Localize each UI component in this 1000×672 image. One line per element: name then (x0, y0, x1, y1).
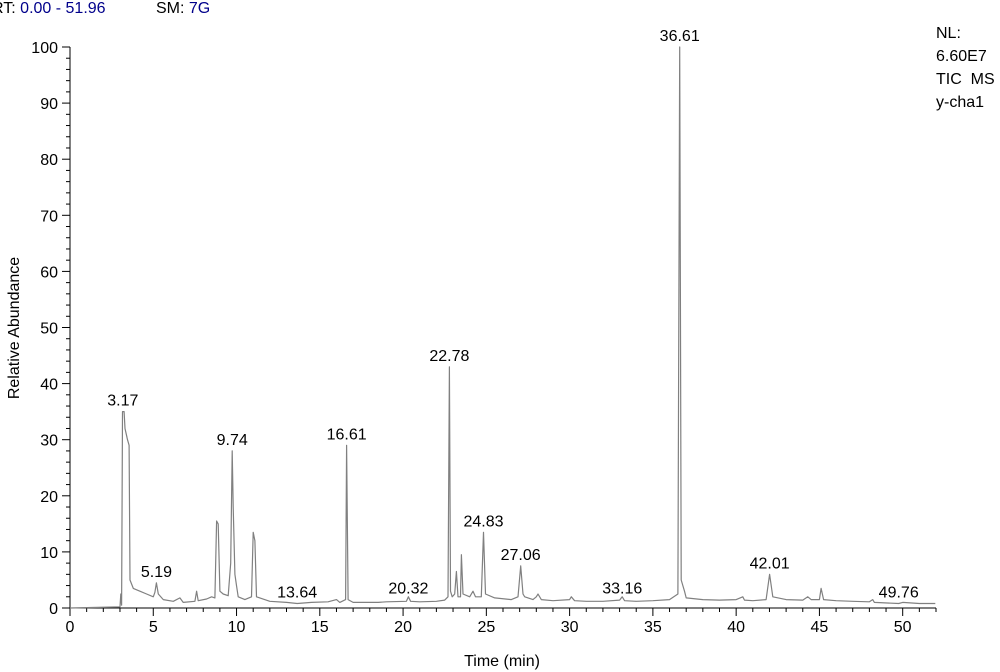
x-tick-label: 40 (727, 619, 745, 636)
sm-value: 7G (188, 0, 211, 17)
y-tick-label: 0 (49, 601, 58, 618)
tic-trace (69, 46, 936, 609)
peak-label: 5.19 (141, 564, 172, 581)
trace-layer (69, 46, 936, 609)
x-tick-label: 20 (394, 619, 412, 636)
axes: 0 5 10 15 20 25 30 35 40 45 50 0 10 20 30 40 50 60 70 80 90 1… (31, 40, 937, 636)
y-axis-label: Relative Abundance (6, 257, 23, 399)
peak-label: 13.64 (277, 585, 317, 602)
x-tick-label: 10 (228, 619, 246, 636)
peak-label: 27.06 (501, 547, 541, 564)
y-tick-label: 60 (40, 264, 58, 281)
y-tick-label: 100 (31, 40, 58, 57)
peak-label: 16.61 (327, 426, 367, 443)
y-tick-label: 40 (40, 377, 58, 394)
x-tick-label: 0 (66, 619, 75, 636)
y-tick-label: 70 (40, 208, 58, 225)
peak-label: 3.17 (107, 393, 138, 410)
rt-range: RT: 0.00 - 51.96 (0, 0, 106, 18)
x-tick-label: 35 (644, 619, 662, 636)
peak-label: 24.83 (463, 513, 503, 530)
x-tick-label: 30 (561, 619, 579, 636)
y-tick-label: 20 (40, 489, 58, 506)
rt-label: RT: (0, 0, 16, 17)
y-tick-label: 80 (40, 152, 58, 169)
peak-label: 22.78 (429, 348, 469, 365)
sample-name: y-cha1 (936, 94, 985, 111)
peak-label: 20.32 (388, 581, 428, 598)
sm-label: SM: (156, 0, 185, 17)
smoothing: SM: 7G (156, 0, 210, 18)
peak-label: 9.74 (217, 432, 248, 449)
x-tick-label: 25 (477, 619, 495, 636)
x-tick-label: 50 (894, 619, 912, 636)
nl-label: NL: (936, 25, 961, 42)
x-axis-label: Time (min) (464, 653, 540, 670)
x-tick-label: 15 (311, 619, 329, 636)
peak-labels: 3.17 5.19 9.74 13.64 16.61 20.32 22.78 24.83 27.… (107, 28, 919, 602)
y-tick-label: 30 (40, 433, 58, 450)
nl-value: 6.60E7 (936, 48, 987, 65)
y-tick-label: 10 (40, 545, 58, 562)
peak-label: 36.61 (660, 28, 700, 45)
x-tick-label: 5 (149, 619, 158, 636)
y-tick-label: 90 (40, 96, 58, 113)
y-tick-label: 50 (40, 321, 58, 338)
peak-label: 49.76 (879, 585, 919, 602)
trace-info: NL: 6.60E7 TIC MS y-cha1 (936, 22, 995, 114)
peak-label: 33.16 (602, 581, 642, 598)
x-tick-label: 45 (811, 619, 829, 636)
scan-filter: TIC MS (936, 71, 995, 88)
peak-label: 42.01 (750, 555, 790, 572)
rt-value: 0.00 - 51.96 (20, 0, 106, 17)
